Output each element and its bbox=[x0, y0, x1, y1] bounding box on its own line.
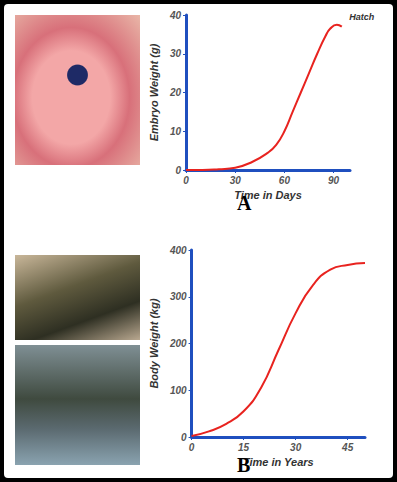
svg-text:30: 30 bbox=[230, 175, 242, 186]
svg-text:60: 60 bbox=[279, 175, 291, 186]
svg-text:90: 90 bbox=[328, 175, 340, 186]
svg-text:Time in Days: Time in Days bbox=[234, 189, 302, 202]
svg-text:A: A bbox=[237, 192, 252, 214]
svg-text:Body Weight (kg): Body Weight (kg) bbox=[148, 298, 160, 389]
svg-text:10: 10 bbox=[170, 126, 182, 137]
svg-text:15: 15 bbox=[238, 442, 250, 453]
svg-text:300: 300 bbox=[170, 291, 187, 302]
svg-text:400: 400 bbox=[169, 245, 187, 256]
svg-text:45: 45 bbox=[341, 442, 354, 453]
svg-text:0: 0 bbox=[175, 165, 181, 176]
svg-text:0: 0 bbox=[181, 432, 187, 443]
svg-text:200: 200 bbox=[169, 338, 187, 349]
svg-text:40: 40 bbox=[169, 10, 182, 21]
svg-text:B: B bbox=[237, 454, 250, 476]
svg-text:0: 0 bbox=[189, 442, 195, 453]
svg-text:20: 20 bbox=[169, 87, 182, 98]
svg-text:Time in Years: Time in Years bbox=[243, 456, 314, 468]
svg-text:30: 30 bbox=[170, 48, 182, 59]
svg-text:Embryo Weight (g): Embryo Weight (g) bbox=[148, 43, 160, 141]
svg-text:30: 30 bbox=[290, 442, 302, 453]
svg-text:0: 0 bbox=[183, 175, 189, 186]
svg-text:Hatch: Hatch bbox=[349, 12, 375, 22]
svg-text:100: 100 bbox=[170, 385, 187, 396]
